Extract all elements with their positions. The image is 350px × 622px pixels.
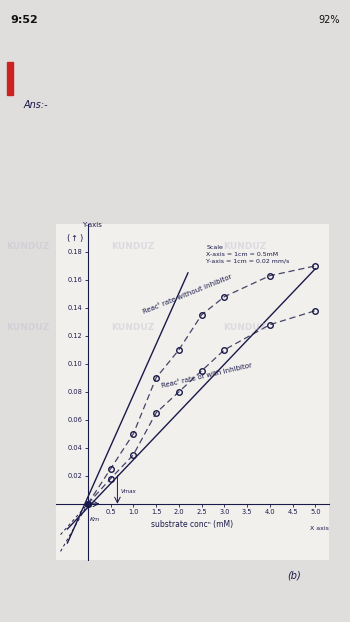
Text: Ans:-: Ans:- (24, 100, 48, 110)
Text: KUNDUZ: KUNDUZ (111, 323, 155, 332)
Text: 9:52: 9:52 (10, 15, 38, 26)
Text: Scale
X-axis = 1cm = 0.5mM
Y-axis = 1cm = 0.02 mm/s: Scale X-axis = 1cm = 0.5mM Y-axis = 1cm … (206, 245, 289, 263)
Text: KUNDUZ: KUNDUZ (223, 242, 267, 251)
Text: KUNDUZ: KUNDUZ (6, 242, 50, 251)
Text: X axis: X axis (310, 526, 329, 531)
Text: Reacᵗ rate without inhibitor: Reacᵗ rate without inhibitor (142, 274, 233, 315)
Bar (7, 62, 13, 95)
Text: (b): (b) (287, 570, 301, 580)
Text: Km: Km (90, 517, 100, 522)
Text: KUNDUZ: KUNDUZ (223, 323, 267, 332)
Text: Y-axis: Y-axis (82, 222, 102, 228)
Text: Vmax: Vmax (121, 489, 136, 494)
Text: KUNDUZ: KUNDUZ (111, 242, 155, 251)
X-axis label: substrate concⁿ (mM): substrate concⁿ (mM) (152, 519, 233, 529)
Text: 92%: 92% (318, 15, 340, 26)
Text: Reacᵗ rate of with inhibitor: Reacᵗ rate of with inhibitor (161, 363, 252, 389)
Text: $(\uparrow)$: $(\uparrow)$ (66, 232, 84, 244)
Text: KUNDUZ: KUNDUZ (6, 323, 50, 332)
